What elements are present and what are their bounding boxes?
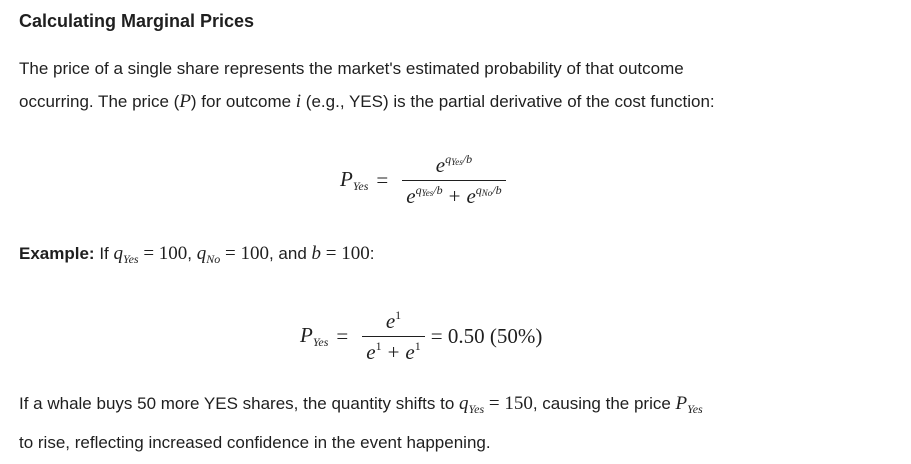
result: = 0.50 (50%) <box>430 324 543 348</box>
numerator: eqYes/b <box>435 152 473 177</box>
equals: = <box>336 324 349 348</box>
example-formula: PYes = e1 e1 + e1 = 0.50 (50%) <box>300 308 542 365</box>
text: (e.g., YES) is the partial derivative of… <box>301 92 715 111</box>
math-P: P <box>179 91 191 112</box>
equals: = <box>376 168 389 192</box>
numerator: e1 <box>385 308 402 333</box>
denominator: eqYes/b + eqNo/b <box>402 180 506 209</box>
lhs: PYes <box>340 167 369 193</box>
denominator: e1 + e1 <box>362 336 425 365</box>
price-formula: PYes = eqYes/b eqYes/b + eqNo/b <box>340 152 512 209</box>
fraction: eqYes/b eqYes/b + eqNo/b <box>402 152 506 209</box>
example-label: Example: <box>19 244 95 263</box>
intro-paragraph: The price of a single share represents t… <box>19 52 715 118</box>
text: occurring. The price ( <box>19 92 180 111</box>
example-line: Example: If qYes = 100, qNo = 100, and b… <box>19 243 375 266</box>
intro-line-1: The price of a single share represents t… <box>19 59 684 78</box>
math-i: i <box>295 91 302 112</box>
fraction: e1 e1 + e1 <box>362 308 425 365</box>
section-heading: Calculating Marginal Prices <box>19 11 255 31</box>
text: ) for outcome <box>190 92 296 111</box>
lhs: PYes <box>300 323 329 349</box>
conclusion-paragraph: If a whale buys 50 more YES shares, the … <box>19 393 703 452</box>
